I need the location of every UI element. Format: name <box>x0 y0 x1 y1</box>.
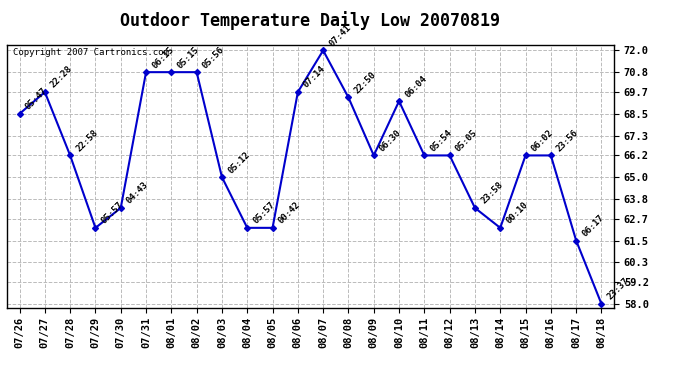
Text: 06:30: 06:30 <box>378 128 403 153</box>
Text: 05:15: 05:15 <box>175 45 201 70</box>
Text: 00:10: 00:10 <box>504 200 530 226</box>
Text: 06:15: 06:15 <box>150 45 175 70</box>
Text: Outdoor Temperature Daily Low 20070819: Outdoor Temperature Daily Low 20070819 <box>121 11 500 30</box>
Text: 06:04: 06:04 <box>403 74 428 99</box>
Text: 04:43: 04:43 <box>125 180 150 206</box>
Text: 23:56: 23:56 <box>555 128 580 153</box>
Text: 05:12: 05:12 <box>226 150 251 175</box>
Text: 06:02: 06:02 <box>530 128 555 153</box>
Text: 05:56: 05:56 <box>201 45 226 70</box>
Text: 05:54: 05:54 <box>428 128 454 153</box>
Text: 06:17: 06:17 <box>580 213 606 238</box>
Text: 05:05: 05:05 <box>454 128 479 153</box>
Text: 05:57: 05:57 <box>99 200 125 226</box>
Text: 23:58: 23:58 <box>479 180 504 206</box>
Text: 23:37: 23:37 <box>606 276 631 302</box>
Text: 22:58: 22:58 <box>75 128 99 153</box>
Text: Copyright 2007 Cartronics.com: Copyright 2007 Cartronics.com <box>13 48 169 57</box>
Text: 07:14: 07:14 <box>302 64 327 90</box>
Text: 05:57: 05:57 <box>251 200 277 226</box>
Text: 22:28: 22:28 <box>49 64 75 90</box>
Text: 00:42: 00:42 <box>277 200 302 226</box>
Text: 05:47: 05:47 <box>23 86 49 112</box>
Text: 07:41: 07:41 <box>327 23 353 48</box>
Text: 22:50: 22:50 <box>353 70 378 95</box>
